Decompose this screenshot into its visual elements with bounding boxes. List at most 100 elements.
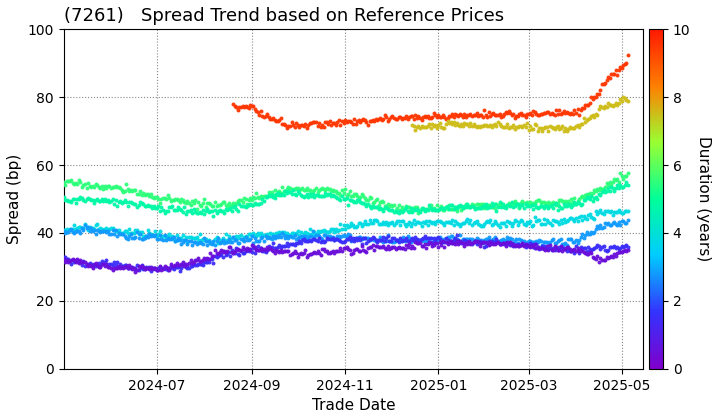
Point [619, 207, 631, 214]
Point [341, 222, 352, 228]
Point [559, 124, 571, 131]
Point [437, 207, 449, 213]
Point [584, 231, 595, 238]
Point [359, 201, 371, 207]
Point [59, 226, 71, 233]
Point [599, 257, 611, 264]
Point [399, 205, 410, 212]
Point [307, 191, 319, 197]
Point [354, 236, 366, 243]
Point [590, 111, 602, 118]
Point [233, 234, 244, 241]
Point [139, 192, 150, 198]
Point [70, 259, 81, 266]
Point [433, 218, 444, 225]
Point [313, 192, 325, 199]
Point [592, 252, 603, 259]
Point [479, 236, 490, 243]
Point [330, 226, 341, 232]
Point [208, 212, 220, 219]
Point [494, 203, 505, 210]
Point [107, 266, 118, 273]
Point [608, 71, 620, 77]
Point [166, 233, 178, 240]
Point [275, 190, 287, 197]
Point [362, 121, 374, 128]
Point [347, 249, 359, 256]
Point [188, 239, 199, 245]
Point [456, 121, 467, 128]
Point [415, 223, 427, 230]
Point [580, 119, 591, 126]
Point [428, 218, 439, 225]
Point [469, 205, 481, 212]
Point [494, 237, 505, 244]
Point [480, 236, 492, 243]
Point [434, 205, 446, 211]
Point [555, 110, 567, 117]
Point [491, 201, 503, 208]
Point [298, 231, 310, 237]
Point [279, 231, 291, 237]
Point [475, 223, 487, 230]
Point [234, 251, 246, 258]
Point [181, 264, 193, 271]
Point [391, 244, 402, 251]
Point [125, 231, 137, 238]
Point [318, 239, 329, 245]
Point [593, 187, 605, 194]
Point [420, 113, 432, 120]
Point [440, 121, 451, 128]
Point [506, 240, 518, 247]
Point [148, 232, 160, 239]
Point [531, 218, 542, 224]
Point [136, 261, 148, 268]
Point [251, 238, 262, 244]
Point [346, 250, 357, 257]
Point [269, 244, 280, 251]
Point [471, 235, 482, 242]
Point [436, 124, 447, 131]
Point [471, 240, 482, 247]
Point [567, 202, 579, 209]
Point [489, 112, 500, 119]
Point [171, 232, 183, 239]
Point [185, 262, 197, 269]
Point [330, 122, 341, 129]
Point [252, 194, 264, 201]
Point [202, 242, 213, 249]
Point [388, 234, 400, 241]
Point [536, 202, 548, 209]
Point [234, 197, 246, 204]
Point [485, 240, 496, 247]
Point [376, 117, 387, 123]
Point [538, 245, 549, 252]
Point [186, 198, 198, 205]
Point [501, 110, 513, 116]
Point [526, 223, 537, 229]
Point [336, 192, 348, 199]
Point [540, 220, 552, 227]
Point [257, 196, 269, 202]
Point [611, 71, 623, 78]
Point [249, 231, 261, 238]
Point [148, 265, 160, 272]
Point [434, 233, 446, 240]
Point [321, 118, 333, 125]
Point [166, 202, 178, 209]
Point [570, 123, 582, 130]
Point [90, 262, 102, 269]
Point [373, 201, 384, 208]
Point [184, 260, 195, 266]
Point [549, 200, 560, 207]
Point [385, 114, 397, 121]
Y-axis label: Spread (bp): Spread (bp) [7, 154, 22, 244]
Point [451, 207, 462, 214]
Point [283, 242, 294, 249]
Point [312, 189, 323, 196]
Point [410, 220, 421, 227]
Point [276, 229, 288, 236]
Point [287, 121, 299, 128]
Point [604, 74, 616, 81]
Point [615, 170, 626, 176]
